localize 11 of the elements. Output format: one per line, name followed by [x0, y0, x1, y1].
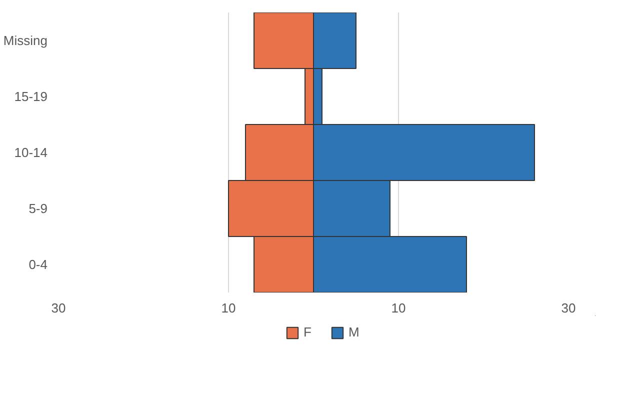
- y-tick-label: 5-9: [28, 201, 48, 216]
- x-tick-label: 10: [221, 300, 236, 316]
- x-tick-label: 30: [561, 300, 576, 316]
- y-tick-label: 15-19: [14, 89, 48, 104]
- x-tick-label: 30: [51, 300, 66, 316]
- legend-label: F: [304, 324, 312, 340]
- y-tick-label: 10-14: [14, 145, 48, 160]
- x-tick-label: 10: [391, 300, 406, 316]
- legend-label: M: [348, 324, 360, 340]
- y-tick-label: Missing: [3, 33, 48, 48]
- y-tick-label: 0-4: [28, 257, 48, 272]
